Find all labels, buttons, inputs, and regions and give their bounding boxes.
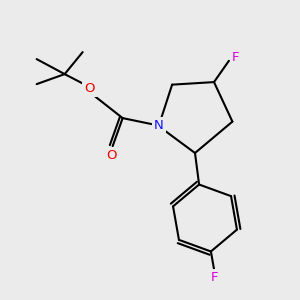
Text: F: F — [232, 51, 240, 64]
Text: F: F — [210, 271, 218, 284]
Text: N: N — [154, 118, 164, 132]
Text: O: O — [106, 148, 117, 162]
Text: O: O — [84, 82, 95, 94]
